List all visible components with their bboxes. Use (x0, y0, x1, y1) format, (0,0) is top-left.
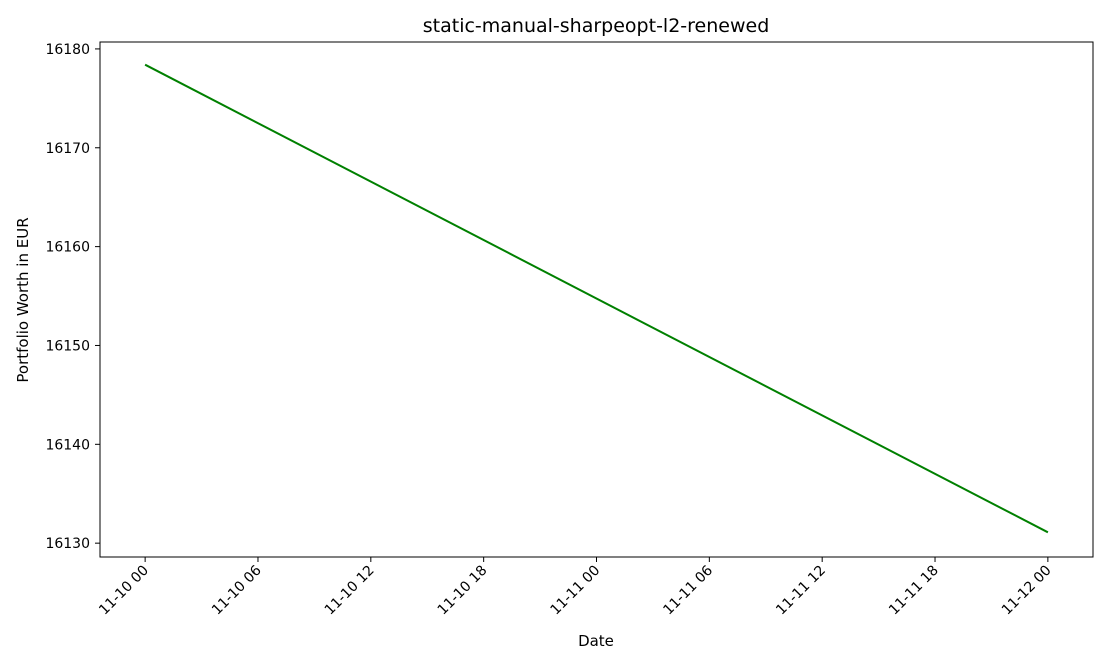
y-tick-label: 16150 (45, 338, 90, 354)
series-line (144, 63, 1049, 534)
x-tick-label: 11-11 12 (773, 563, 829, 619)
chart-title: static-manual-sharpeopt-l2-renewed (423, 15, 770, 37)
y-axis-label: Portfolio Worth in EUR (14, 217, 32, 382)
x-axis-label: Date (578, 632, 614, 650)
x-tick-label: 11-10 18 (435, 563, 491, 619)
y-tick-label: 16160 (45, 240, 90, 256)
x-tick-label: 11-11 06 (660, 562, 716, 618)
x-tick-label: 11-11 00 (548, 563, 604, 619)
x-tick-label: 11-10 06 (209, 562, 265, 618)
y-tick-label: 16180 (45, 42, 90, 58)
x-tick-label: 11-10 00 (96, 563, 152, 619)
x-tick-label: 11-12 00 (999, 563, 1055, 619)
x-tick-label: 11-10 12 (322, 563, 378, 619)
x-tick-label: 11-11 18 (886, 563, 942, 619)
y-tick-label: 16140 (45, 437, 90, 453)
plot-area: 16130 16140 16150 16160 16170 16180 11-10 00 11… (45, 41, 1094, 619)
y-tick-label: 16130 (45, 536, 90, 552)
y-tick-label: 16170 (45, 141, 90, 157)
